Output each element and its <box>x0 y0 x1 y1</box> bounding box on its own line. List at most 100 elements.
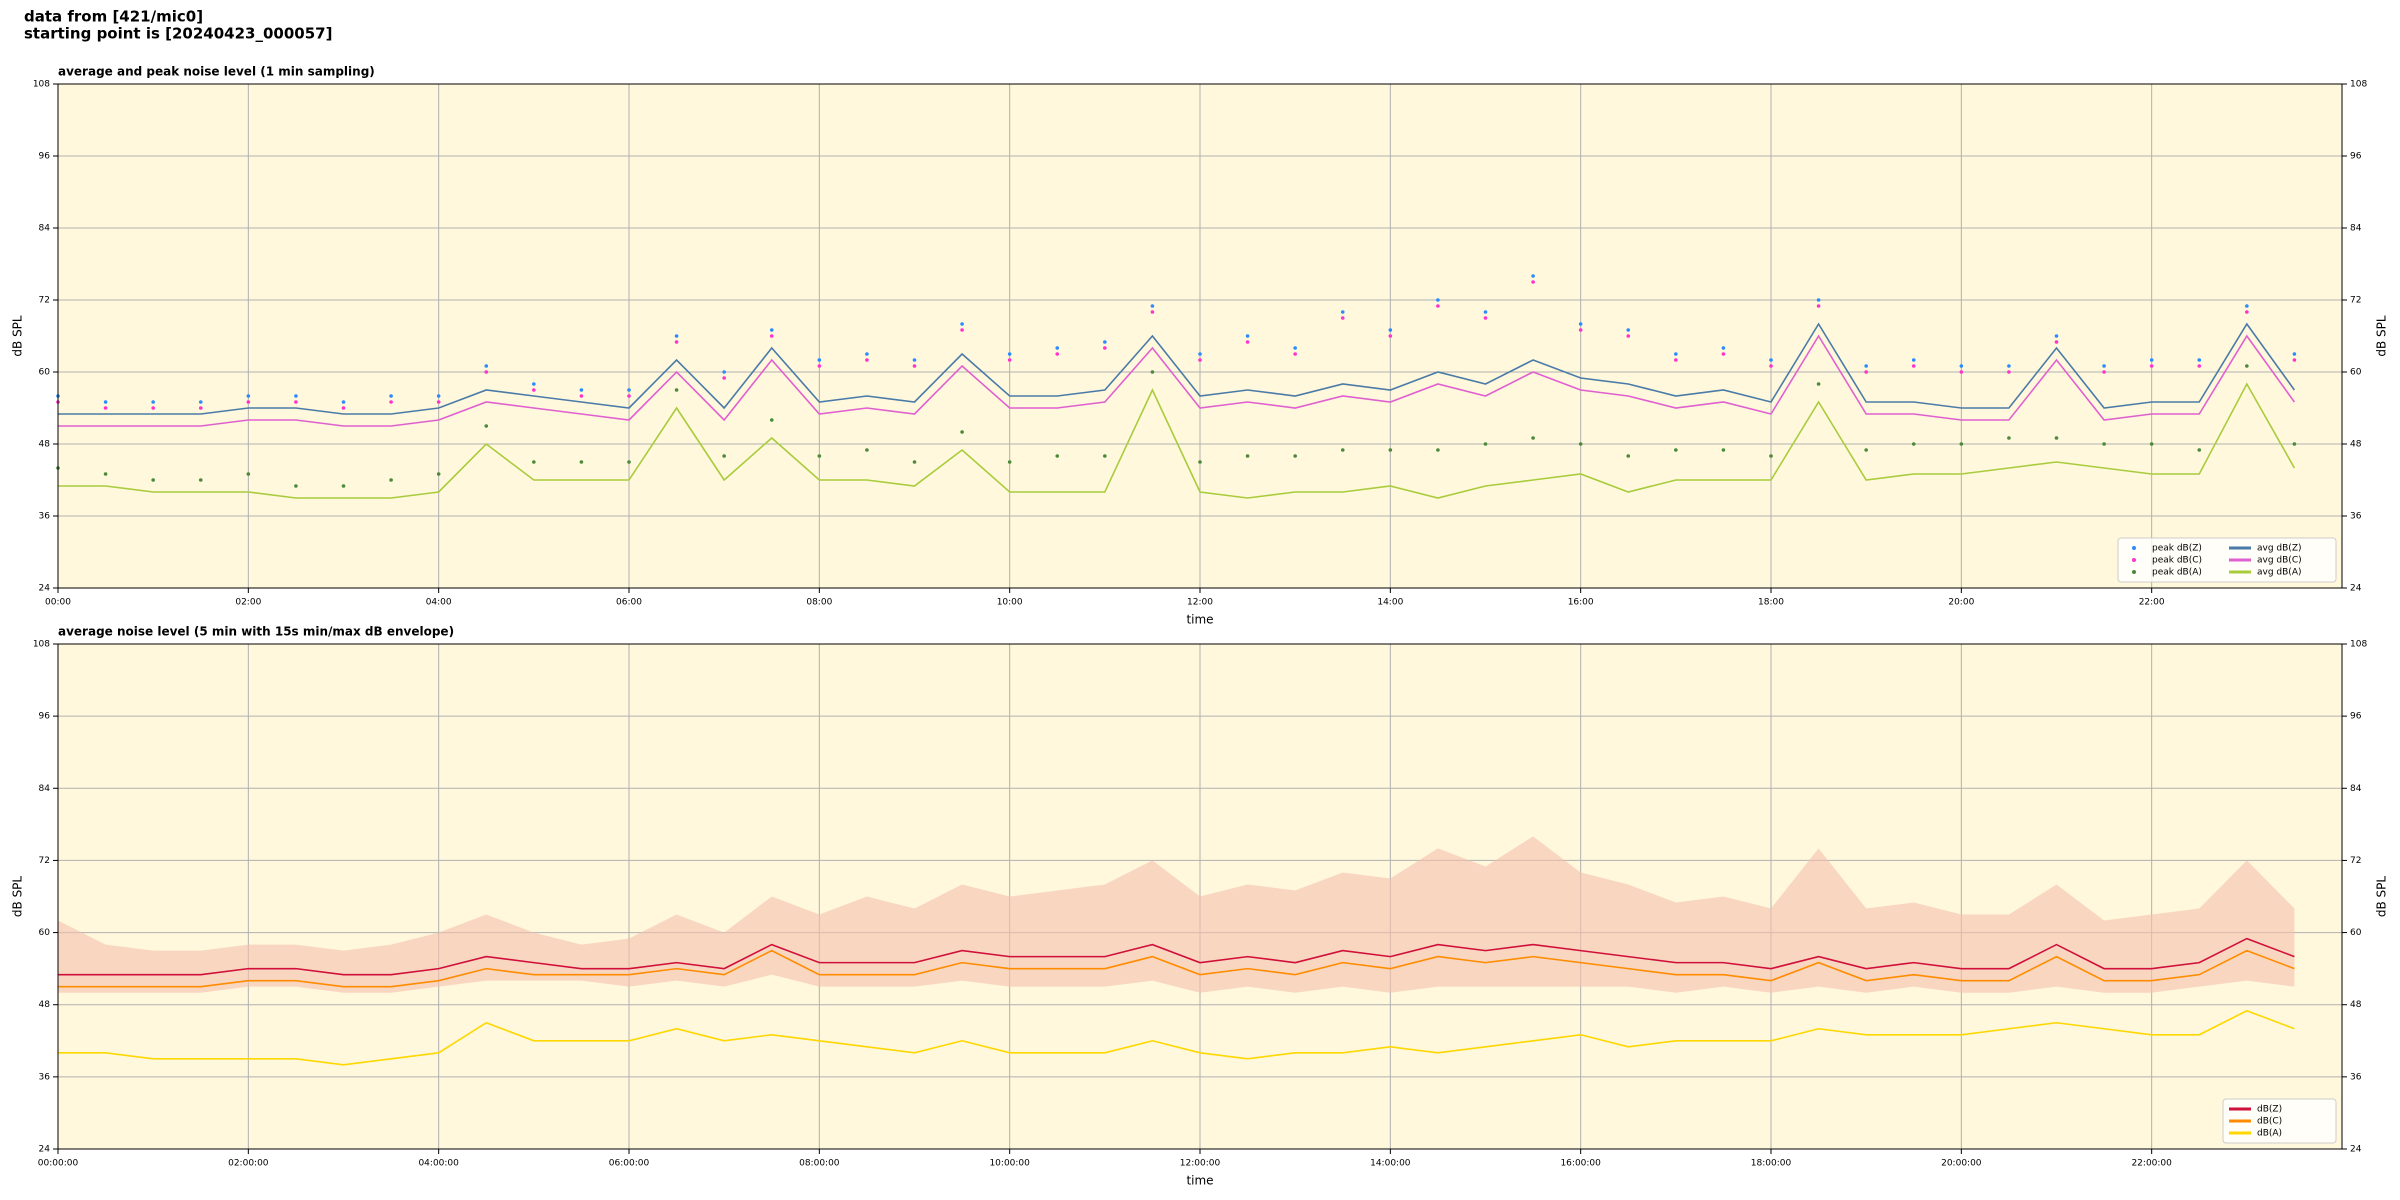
series-line <box>58 334 2296 427</box>
legend-marker <box>2132 570 2136 574</box>
legend-label: dB(Z) <box>2257 1105 2282 1115</box>
peak-point <box>1103 340 1107 344</box>
y-tick-label: 84 <box>39 784 51 794</box>
legend-label: avg dB(Z) <box>2257 544 2302 554</box>
x-tick-label: 04:00:00 <box>418 1159 459 1169</box>
y-tick-label: 24 <box>2350 1145 2362 1155</box>
peak-point <box>1388 334 1393 338</box>
peak-point <box>1578 328 1583 332</box>
peak-point <box>627 388 631 392</box>
y-tick-label: 72 <box>39 296 50 306</box>
peak-point <box>1388 328 1393 332</box>
peak-point <box>1055 346 1060 350</box>
peak-point <box>1388 448 1393 452</box>
y-tick-label: 108 <box>2350 80 2367 90</box>
peak-point <box>912 358 917 362</box>
peak-point <box>627 394 631 398</box>
peak-point <box>865 358 869 362</box>
x-tick-label: 06:00 <box>616 598 642 608</box>
peak-point <box>436 472 441 476</box>
peak-point <box>960 328 964 332</box>
peak-point <box>912 364 917 368</box>
x-tick-label: 20:00:00 <box>1941 1159 1982 1169</box>
x-tick-label: 16:00:00 <box>1560 1159 1601 1169</box>
x-axis-label: time <box>1186 1174 1213 1188</box>
peak-point <box>341 400 346 404</box>
y-tick-label: 48 <box>2350 440 2362 450</box>
peak-point <box>389 478 393 482</box>
peak-point <box>198 478 203 482</box>
y-tick-label: 36 <box>39 1072 51 1082</box>
x-tick-label: 18:00 <box>1758 598 1784 608</box>
peak-point <box>2292 358 2297 362</box>
plot-frame <box>57 83 2343 589</box>
peak-point <box>198 406 203 410</box>
y-axis-label: dB SPL <box>11 315 25 357</box>
x-tick-label: 18:00:00 <box>1751 1159 1792 1169</box>
peak-point <box>484 370 489 374</box>
legend-box <box>2117 537 2337 583</box>
peak-point <box>2197 364 2202 368</box>
peak-point <box>722 370 726 374</box>
peak-point <box>1150 310 1155 314</box>
peak-point <box>2102 370 2106 374</box>
x-tick-label: 02:00 <box>235 598 261 608</box>
series-line <box>58 322 2296 415</box>
y-tick-label: 72 <box>39 856 50 866</box>
series-line <box>58 937 2295 976</box>
peak-point <box>341 406 346 410</box>
peak-point <box>532 460 536 464</box>
x-tick-label: 08:00 <box>806 598 832 608</box>
peak-point <box>2149 364 2154 368</box>
x-tick-label: 04:00 <box>426 598 452 608</box>
peak-point <box>2292 352 2297 356</box>
y-tick-label: 96 <box>39 712 51 722</box>
x-tick-label: 20:00 <box>1948 598 1974 608</box>
peak-point <box>1340 310 1345 314</box>
peak-point <box>1721 448 1726 452</box>
y-axis-label: dB SPL <box>2375 876 2389 918</box>
peak-point <box>103 400 108 404</box>
peak-point <box>817 454 822 458</box>
peak-point <box>1721 346 1726 350</box>
legend-label: avg dB(C) <box>2257 556 2302 566</box>
y-tick-label: 96 <box>2350 712 2362 722</box>
legend-label: peak dB(Z) <box>2152 544 2202 554</box>
peak-point <box>151 406 155 410</box>
peak-point <box>436 400 441 404</box>
peak-point <box>817 364 822 368</box>
peak-point <box>2102 364 2106 368</box>
peak-point <box>2245 310 2249 314</box>
peak-point <box>1436 448 1440 452</box>
peak-point <box>579 460 584 464</box>
peak-point <box>1007 460 1012 464</box>
x-tick-label: 16:00 <box>1568 598 1594 608</box>
peak-point <box>674 334 679 338</box>
y-tick-label: 72 <box>2350 296 2361 306</box>
peak-point <box>103 406 108 410</box>
peak-point <box>1578 442 1583 446</box>
peak-point <box>1340 448 1345 452</box>
y-tick-label: 36 <box>2350 512 2362 522</box>
y-tick-label: 72 <box>2350 856 2361 866</box>
peak-point <box>1626 334 1631 338</box>
peak-point <box>1626 454 1631 458</box>
x-tick-label: 00:00:00 <box>38 1159 79 1169</box>
peak-point <box>1674 352 1678 356</box>
y-tick-label: 36 <box>2350 1072 2362 1082</box>
y-tick-label: 60 <box>2350 368 2362 378</box>
y-tick-label: 60 <box>39 928 51 938</box>
peak-point <box>1721 352 1726 356</box>
peak-point <box>1436 304 1440 308</box>
chart: average noise level (5 min with 15s min/… <box>11 625 2389 1188</box>
peak-point <box>2007 364 2011 368</box>
peak-point <box>769 418 774 422</box>
legend-marker <box>2132 558 2136 562</box>
peak-point <box>865 448 869 452</box>
peak-point <box>1055 352 1060 356</box>
peak-point <box>1959 370 1964 374</box>
peak-point <box>294 394 298 398</box>
peak-point <box>1198 358 1202 362</box>
